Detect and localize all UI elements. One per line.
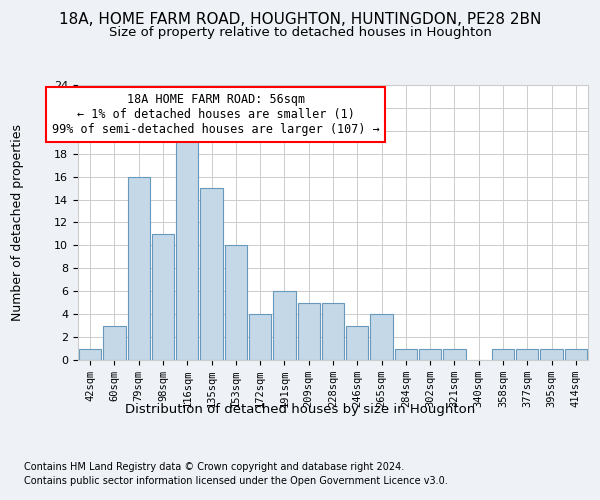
Bar	[128, 176, 150, 360]
Bar	[152, 234, 174, 360]
Bar	[419, 348, 442, 360]
Bar	[492, 348, 514, 360]
Y-axis label: Number of detached properties: Number of detached properties	[11, 124, 25, 321]
Bar	[273, 291, 296, 360]
Text: Size of property relative to detached houses in Houghton: Size of property relative to detached ho…	[109, 26, 491, 39]
Bar	[103, 326, 125, 360]
Bar	[516, 348, 538, 360]
Bar	[298, 302, 320, 360]
Bar	[443, 348, 466, 360]
Bar	[565, 348, 587, 360]
Bar	[176, 131, 199, 360]
Bar	[370, 314, 393, 360]
Bar	[249, 314, 271, 360]
Text: 18A, HOME FARM ROAD, HOUGHTON, HUNTINGDON, PE28 2BN: 18A, HOME FARM ROAD, HOUGHTON, HUNTINGDO…	[59, 12, 541, 28]
Text: Distribution of detached houses by size in Houghton: Distribution of detached houses by size …	[125, 402, 475, 415]
Bar	[541, 348, 563, 360]
Text: Contains public sector information licensed under the Open Government Licence v3: Contains public sector information licen…	[24, 476, 448, 486]
Bar	[79, 348, 101, 360]
Bar	[200, 188, 223, 360]
Bar	[322, 302, 344, 360]
Bar	[395, 348, 417, 360]
Bar	[224, 246, 247, 360]
Bar	[346, 326, 368, 360]
Text: Contains HM Land Registry data © Crown copyright and database right 2024.: Contains HM Land Registry data © Crown c…	[24, 462, 404, 472]
Text: 18A HOME FARM ROAD: 56sqm
← 1% of detached houses are smaller (1)
99% of semi-de: 18A HOME FARM ROAD: 56sqm ← 1% of detach…	[52, 93, 380, 136]
